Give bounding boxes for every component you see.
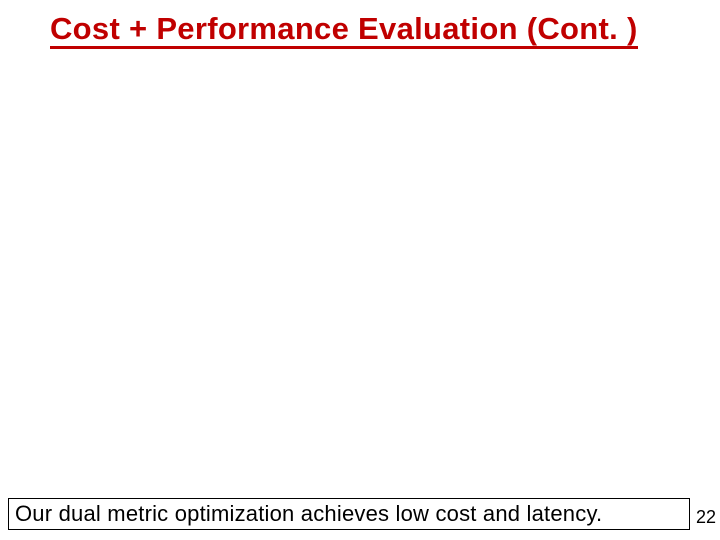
page-number: 22 xyxy=(696,507,716,528)
caption-text: Our dual metric optimization achieves lo… xyxy=(15,501,602,526)
slide-title-text: Cost + Performance Evaluation (Cont. ) xyxy=(50,11,638,49)
caption-box: Our dual metric optimization achieves lo… xyxy=(8,498,690,530)
slide-title: Cost + Performance Evaluation (Cont. ) xyxy=(50,10,700,49)
